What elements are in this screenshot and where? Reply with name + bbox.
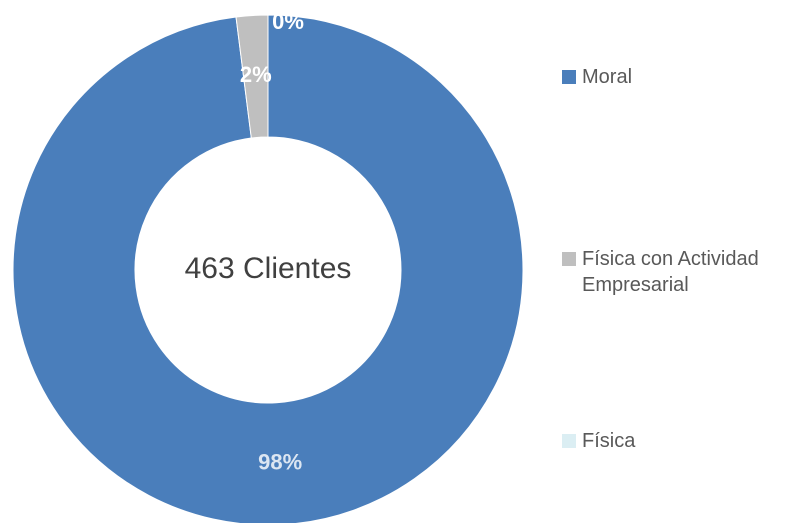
legend-label: Física con Actividad Empresarial [582, 248, 759, 296]
legend-label: Moral [582, 66, 633, 88]
legend-swatch [562, 434, 576, 448]
legend-entry: Física con Actividad Empresarial [562, 246, 807, 298]
legend-entry: Física [562, 428, 807, 454]
slice [12, 14, 524, 523]
center-label: 463 Clientes [185, 252, 352, 285]
data-label: 98% [258, 449, 302, 474]
data-label: 2% [240, 62, 272, 87]
legend-label: Física [582, 430, 636, 452]
legend-swatch [562, 252, 576, 266]
data-label: 0% [272, 9, 304, 34]
legend-entry: Moral [562, 64, 807, 90]
legend-swatch [562, 70, 576, 84]
